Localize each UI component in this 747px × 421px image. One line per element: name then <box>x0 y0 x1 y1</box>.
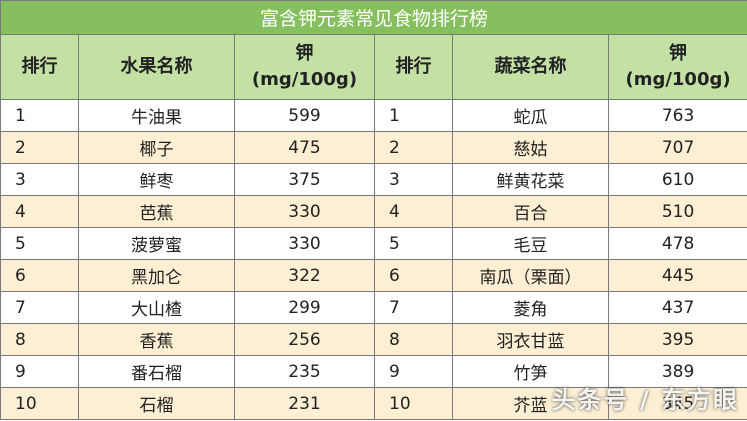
table-row: 3 鲜枣 375 3 鲜黄花菜 610 <box>0 163 747 196</box>
veg-rank-cell: 9 <box>374 355 453 388</box>
fruit-rank-cell: 5 <box>0 227 79 260</box>
fruit-rank-cell: 3 <box>0 163 79 196</box>
header-veg-rank: 排行 <box>374 34 453 100</box>
veg-rank-cell: 3 <box>374 163 453 196</box>
table-row: 4 芭蕉 330 4 百合 510 <box>0 195 747 228</box>
table-body: 1 牛油果 599 1 蛇瓜 763 2 椰子 475 2 慈姑 707 3 鲜… <box>0 99 747 420</box>
veg-rank-cell: 2 <box>374 131 453 164</box>
veg-rank-cell: 1 <box>374 99 453 132</box>
fruit-potassium-cell: 235 <box>234 355 375 388</box>
table-row: 10 石榴 231 10 芥蓝 345 <box>0 387 747 420</box>
fruit-potassium-cell: 599 <box>234 99 375 132</box>
fruit-rank-cell: 4 <box>0 195 79 228</box>
fruit-rank-cell: 1 <box>0 99 79 132</box>
veg-name-cell: 蛇瓜 <box>452 99 609 132</box>
fruit-name-cell: 菠萝蜜 <box>78 227 235 260</box>
table-row: 7 大山楂 299 7 菱角 437 <box>0 291 747 324</box>
veg-potassium-cell: 763 <box>607 99 747 132</box>
veg-rank-cell: 10 <box>374 387 453 420</box>
table-header-row: 排行 水果名称 钾 (mg/100g) 排行 蔬菜名称 钾 (mg/100g) <box>0 34 747 100</box>
header-fruit-potassium-line1: 钾 <box>295 43 314 64</box>
table-row: 2 椰子 475 2 慈姑 707 <box>0 131 747 164</box>
fruit-rank-cell: 7 <box>0 291 79 324</box>
veg-potassium-cell: 510 <box>607 195 747 228</box>
fruit-rank-cell: 6 <box>0 259 79 292</box>
fruit-name-cell: 鲜枣 <box>78 163 235 196</box>
veg-potassium-cell: 389 <box>607 355 747 388</box>
fruit-potassium-cell: 256 <box>234 323 375 356</box>
veg-rank-cell: 7 <box>374 291 453 324</box>
table-row: 8 香蕉 256 8 羽衣甘蓝 395 <box>0 323 747 356</box>
fruit-name-cell: 大山楂 <box>78 291 235 324</box>
veg-potassium-cell: 707 <box>607 131 747 164</box>
header-fruit-name: 水果名称 <box>78 34 235 100</box>
header-veg-potassium-line1: 钾 <box>669 43 688 64</box>
table-row: 6 黑加仑 322 6 南瓜（栗面） 445 <box>0 259 747 292</box>
veg-name-cell: 百合 <box>452 195 609 228</box>
fruit-name-cell: 番石榴 <box>78 355 235 388</box>
fruit-name-cell: 牛油果 <box>78 99 235 132</box>
fruit-rank-cell: 2 <box>0 131 79 164</box>
fruit-name-cell: 黑加仑 <box>78 259 235 292</box>
header-fruit-rank: 排行 <box>0 34 79 100</box>
veg-name-cell: 芥蓝 <box>452 387 609 420</box>
veg-name-cell: 毛豆 <box>452 227 609 260</box>
table-row: 9 番石榴 235 9 竹笋 389 <box>0 355 747 388</box>
veg-name-cell: 慈姑 <box>452 131 609 164</box>
table-row: 1 牛油果 599 1 蛇瓜 763 <box>0 99 747 132</box>
header-fruit-potassium: 钾 (mg/100g) <box>234 34 375 100</box>
header-veg-potassium-line2: (mg/100g) <box>625 69 731 90</box>
veg-name-cell: 南瓜（栗面） <box>452 259 609 292</box>
veg-rank-cell: 5 <box>374 227 453 260</box>
veg-name-cell: 菱角 <box>452 291 609 324</box>
veg-potassium-cell: 445 <box>607 259 747 292</box>
fruit-name-cell: 椰子 <box>78 131 235 164</box>
fruit-rank-cell: 9 <box>0 355 79 388</box>
header-veg-potassium: 钾 (mg/100g) <box>607 34 747 100</box>
veg-rank-cell: 8 <box>374 323 453 356</box>
fruit-potassium-cell: 330 <box>234 227 375 260</box>
fruit-potassium-cell: 231 <box>234 387 375 420</box>
fruit-potassium-cell: 322 <box>234 259 375 292</box>
veg-potassium-cell: 395 <box>607 323 747 356</box>
table-row: 5 菠萝蜜 330 5 毛豆 478 <box>0 227 747 260</box>
veg-potassium-cell: 478 <box>607 227 747 260</box>
header-veg-name: 蔬菜名称 <box>452 34 609 100</box>
table-title: 富含钾元素常见食物排行榜 <box>0 0 747 35</box>
fruit-potassium-cell: 330 <box>234 195 375 228</box>
fruit-potassium-cell: 475 <box>234 131 375 164</box>
veg-potassium-cell: 610 <box>607 163 747 196</box>
fruit-rank-cell: 8 <box>0 323 79 356</box>
fruit-name-cell: 石榴 <box>78 387 235 420</box>
header-fruit-potassium-line2: (mg/100g) <box>251 69 358 90</box>
table-title-row: 富含钾元素常见食物排行榜 <box>0 0 747 35</box>
veg-name-cell: 鲜黄花菜 <box>452 163 609 196</box>
veg-potassium-cell: 437 <box>607 291 747 324</box>
veg-rank-cell: 4 <box>374 195 453 228</box>
fruit-potassium-cell: 375 <box>234 163 375 196</box>
fruit-name-cell: 香蕉 <box>78 323 235 356</box>
fruit-name-cell: 芭蕉 <box>78 195 235 228</box>
veg-rank-cell: 6 <box>374 259 453 292</box>
veg-potassium-cell: 345 <box>607 387 747 420</box>
veg-name-cell: 竹笋 <box>452 355 609 388</box>
fruit-potassium-cell: 299 <box>234 291 375 324</box>
fruit-rank-cell: 10 <box>0 387 79 420</box>
veg-name-cell: 羽衣甘蓝 <box>452 323 609 356</box>
